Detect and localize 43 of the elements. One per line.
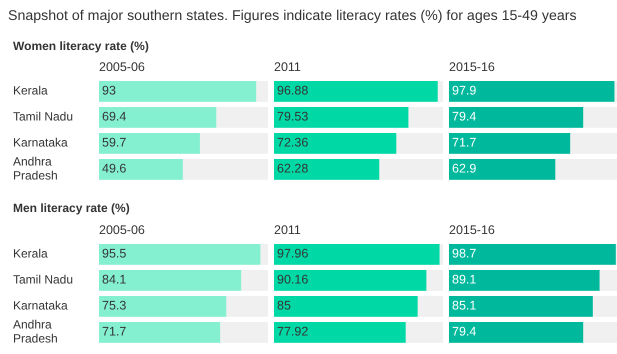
data-label: 85 <box>277 298 291 313</box>
data-label: 77.92 <box>277 324 308 339</box>
x-axis-title: 2015-16 <box>449 60 495 74</box>
data-label: 98.7 <box>452 246 476 261</box>
data-label: 79.4 <box>452 324 476 339</box>
y-tick-label: Kerala <box>13 246 48 261</box>
data-label: 84.1 <box>102 272 126 287</box>
data-label: 49.6 <box>102 162 126 176</box>
data-label: 85.1 <box>452 298 476 313</box>
data-label: 95.5 <box>102 246 126 261</box>
data-label: 72.36 <box>277 136 308 150</box>
data-label: 62.9 <box>452 162 476 176</box>
data-label: 96.88 <box>277 84 308 98</box>
y-tick-label: Andhra Pradesh <box>13 318 58 346</box>
y-tick-label: Karnataka <box>13 298 68 313</box>
data-label: 97.9 <box>452 84 476 98</box>
data-label: 62.28 <box>277 162 308 176</box>
x-axis-title: 2011 <box>274 223 301 237</box>
data-label: 69.4 <box>102 110 126 124</box>
bar <box>274 244 440 265</box>
data-label: 97.96 <box>277 246 308 261</box>
chart-subtitle: Women literacy rate (%) <box>13 39 149 53</box>
data-label: 75.3 <box>102 298 126 313</box>
data-label: 79.4 <box>452 110 476 124</box>
data-label: 89.1 <box>452 272 476 287</box>
y-tick-label: Karnataka <box>13 136 68 150</box>
data-label: 71.7 <box>452 136 476 150</box>
data-label: 71.7 <box>102 324 126 339</box>
x-axis-title: 2005-06 <box>99 60 145 74</box>
x-axis-title: 2011 <box>274 60 301 74</box>
data-label: 59.7 <box>102 136 126 150</box>
y-tick-label: Andhra Pradesh <box>13 154 58 183</box>
x-axis-title: 2005-06 <box>99 223 145 237</box>
chart-subtitle: Men literacy rate (%) <box>13 201 130 215</box>
y-tick-label: Tamil Nadu <box>13 110 74 124</box>
data-label: 90.16 <box>277 272 308 287</box>
y-tick-label: Tamil Nadu <box>13 272 74 287</box>
data-label: 93 <box>102 84 116 98</box>
x-axis-title: 2015-16 <box>449 223 495 237</box>
y-tick-label: Kerala <box>13 84 48 98</box>
chart-title: Snapshot of major southern states. Figures indicate literacy rates (%) for ages 15-49 years <box>8 8 577 24</box>
bar <box>449 81 614 102</box>
data-label: 79.53 <box>277 110 308 124</box>
